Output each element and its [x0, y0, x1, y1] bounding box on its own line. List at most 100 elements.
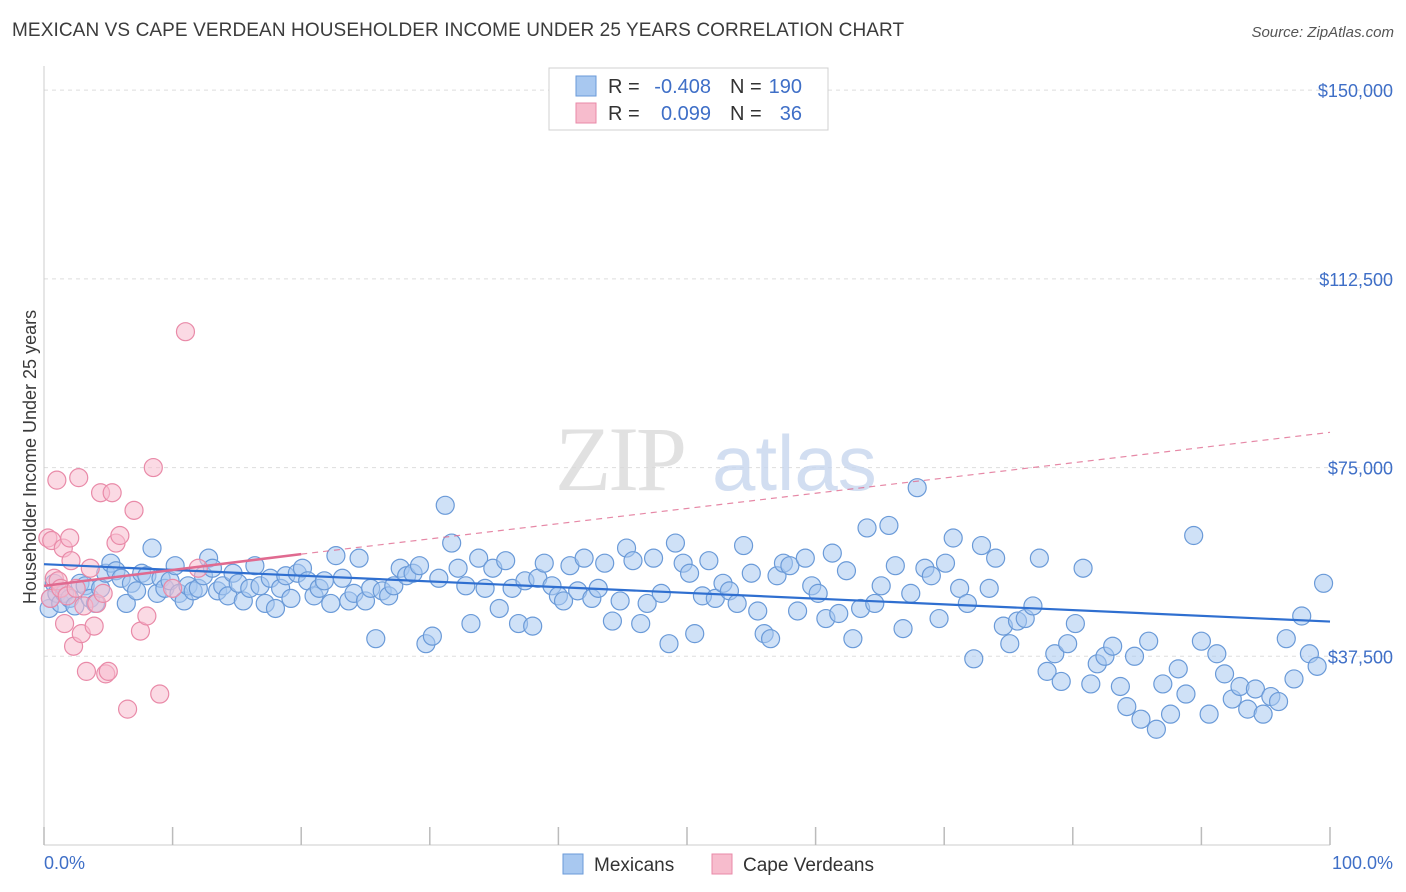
mexicans-point	[429, 568, 449, 588]
mexicans-point	[1207, 644, 1227, 664]
mexicans-point	[1153, 674, 1173, 694]
mexicans-point	[1103, 636, 1123, 656]
cape-verdean-point	[98, 661, 118, 681]
mexicans-point	[1313, 573, 1334, 593]
x-tick-label-max: 100.0%	[1332, 853, 1393, 873]
mexicans-point	[461, 613, 481, 634]
mexicans-point	[1124, 646, 1145, 666]
bottom-legend-swatch-mexicans	[562, 853, 584, 875]
cape-verdean-point	[76, 661, 97, 681]
mexicans-point	[448, 558, 468, 578]
mexicans-point	[165, 556, 185, 576]
mexicans-point	[935, 553, 956, 573]
mexicans-point	[964, 649, 984, 669]
watermark: ZIP atlas	[555, 408, 877, 510]
mexicans-point	[727, 593, 747, 614]
cape-verdean-point	[175, 322, 196, 342]
grid-layer	[44, 89, 1392, 657]
bottom-legend-label-cape-verdeans: Cape Verdeans	[743, 855, 874, 876]
mexicans-point	[442, 533, 462, 553]
mexicans-point	[469, 548, 489, 568]
legend-swatch-mexicans	[575, 75, 597, 97]
cape-verdeans-trend-line	[43, 552, 302, 588]
cape-verdean-point	[124, 500, 144, 520]
mexicans-point	[1160, 704, 1181, 724]
mexicans-point	[281, 588, 301, 609]
y-tick-label: $75,000	[1328, 459, 1393, 479]
mexicans-point	[665, 533, 686, 553]
y-tick-label: $37,500	[1328, 647, 1393, 667]
mexicans-point	[1058, 634, 1078, 654]
mexicans-point	[631, 613, 651, 634]
cape-verdean-point	[84, 616, 104, 636]
mexicans-point	[829, 603, 849, 624]
y-tick-label: $150,000	[1318, 81, 1393, 101]
mexicans-point	[643, 548, 664, 568]
mexicans-point	[659, 634, 679, 654]
mexicans-point	[456, 576, 476, 596]
cape-verdean-point	[163, 578, 183, 598]
mexicans-point	[748, 601, 768, 621]
mexicans-point	[1199, 704, 1219, 724]
mexicans-point	[741, 563, 761, 583]
y-tick-label: $112,500	[1319, 270, 1393, 290]
mexicans-point	[1146, 719, 1166, 739]
cape-verdean-point	[102, 483, 122, 503]
mexicans-point	[366, 629, 386, 649]
mexicans-point	[943, 528, 963, 548]
cape-verdean-point	[60, 528, 80, 548]
cape-verdean-point	[143, 457, 163, 478]
cape-verdean-point	[137, 606, 157, 626]
mexicans-point	[865, 593, 885, 614]
mexicans-point	[871, 576, 891, 596]
bottom-legend-label-mexicans: Mexicans	[594, 855, 674, 876]
mexicans-point	[857, 518, 877, 538]
mexicans-point	[1081, 674, 1101, 694]
mexicans-point	[1245, 679, 1266, 699]
mexicans-point	[1268, 691, 1289, 712]
mexicans-point	[929, 608, 949, 629]
cape-verdean-point	[69, 468, 89, 488]
chart-source: Source: ZipAtlas.com	[1251, 24, 1394, 41]
mexicans-point	[1276, 629, 1296, 649]
mexicans-point	[475, 578, 495, 598]
chart-title: MEXICAN VS CAPE VERDEAN HOUSEHOLDER INCO…	[12, 20, 905, 41]
mexicans-point	[602, 611, 623, 631]
mexicans-point	[314, 571, 334, 591]
mexicans-point	[623, 551, 643, 571]
mexicans-point	[496, 551, 516, 571]
mexicans-point	[574, 548, 594, 568]
cape-verdean-point	[61, 551, 81, 571]
legend-r-label-1: R =	[608, 76, 640, 98]
mexicans-point	[979, 578, 999, 598]
cape-verdean-point	[54, 613, 75, 634]
mexicans-point	[1029, 548, 1049, 568]
mexicans-point	[1139, 631, 1159, 651]
mexicans-point	[1037, 661, 1057, 681]
watermark-atlas: atlas	[712, 419, 877, 507]
mexicans-point	[321, 593, 341, 614]
watermark-zip: ZIP	[555, 408, 684, 510]
mexicans-point	[1073, 558, 1093, 578]
mexicans-point	[1284, 669, 1304, 689]
mexicans-point	[409, 556, 430, 576]
bottom-legend: Mexicans Cape Verdeans	[562, 853, 874, 876]
mexicans-point	[126, 581, 147, 601]
y-axis-title: Householder Income Under 25 years	[20, 310, 40, 604]
mexicans-point	[685, 624, 705, 644]
legend-n-label-1: N =	[730, 76, 762, 98]
mexicans-point	[971, 535, 992, 556]
legend-n-value-2: 36	[780, 103, 802, 125]
cape-verdean-point	[150, 684, 170, 704]
mexicans-point	[733, 535, 754, 556]
axes: $37,500 $75,000 $112,500 $150,000	[43, 66, 1393, 846]
mexicans-point	[699, 551, 719, 571]
cape-verdean-point	[66, 578, 86, 598]
mexicans-point	[326, 546, 346, 566]
legend-r-value-2: 0.099	[661, 103, 711, 125]
legend-n-label-2: N =	[730, 103, 762, 125]
mexicans-point	[349, 548, 369, 568]
trend-layer	[43, 431, 1331, 623]
mexicans-point	[679, 563, 700, 583]
mexicans-point	[1110, 676, 1130, 697]
